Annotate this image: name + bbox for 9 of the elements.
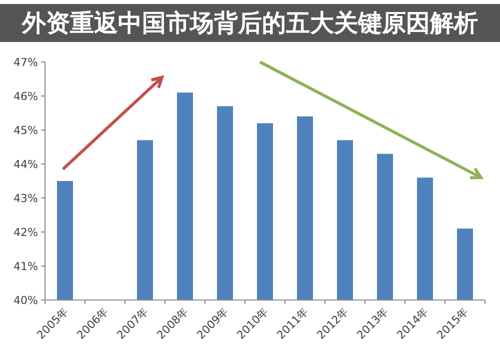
y-tick-label: 44%: [14, 158, 38, 171]
y-tick-label: 46%: [14, 90, 38, 103]
y-tick-label: 42%: [14, 226, 38, 239]
y-tick-label: 47%: [14, 56, 38, 69]
y-tick-label: 45%: [14, 124, 38, 137]
y-tick-label: 41%: [14, 260, 38, 273]
y-tick-label: 40%: [14, 294, 38, 307]
y-tick-label: 43%: [14, 192, 38, 205]
chart-title: 外资重返中国市场背后的五大关键原因解析: [21, 9, 478, 37]
